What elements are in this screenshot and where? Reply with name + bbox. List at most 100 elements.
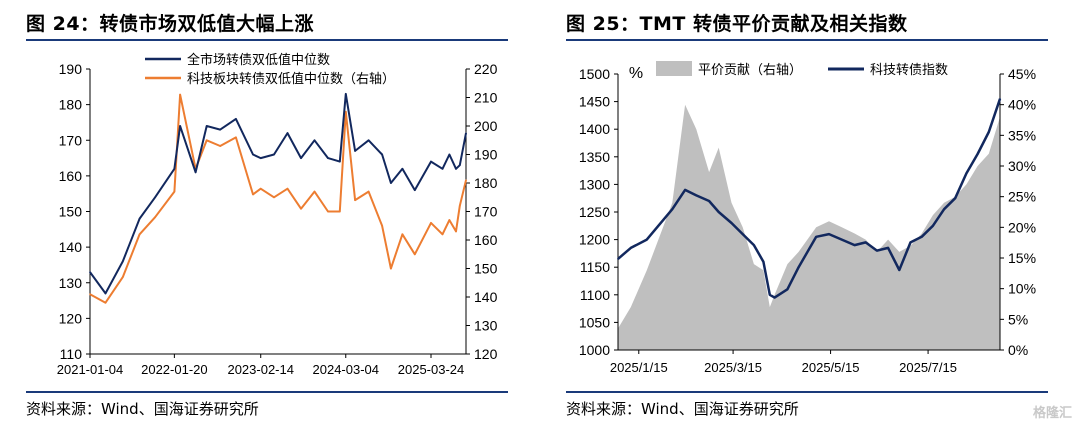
data-point: [219, 128, 222, 131]
data-point: [752, 244, 755, 247]
data-point: [89, 271, 91, 273]
data-point: [121, 260, 124, 263]
data-point: [219, 145, 222, 147]
data-point: [205, 125, 208, 127]
data-point: [815, 235, 818, 238]
x-tick-label: 2025-03-24: [398, 362, 465, 377]
data-point: [943, 208, 945, 211]
figure-25-title: 图 25：TMT 转债平价贡献及相关指数: [566, 13, 908, 35]
data-point: [179, 125, 181, 127]
x-tick-label: 2025/7/15: [899, 360, 957, 375]
legend-label: 科技转债指数: [870, 62, 948, 77]
data-point: [414, 253, 416, 256]
y2-tick-label: 160: [474, 232, 498, 248]
data-point: [465, 132, 467, 134]
y-tick-label: 170: [59, 132, 83, 148]
y2-tick-label: 30%: [1008, 158, 1036, 174]
y-tick-label: 1050: [579, 314, 610, 330]
data-point: [179, 93, 181, 96]
data-point: [458, 164, 461, 166]
y-tick-label: 1500: [579, 66, 610, 82]
y2-tick-label: 35%: [1008, 127, 1036, 143]
data-point: [390, 267, 392, 270]
data-point: [104, 301, 107, 304]
source-note: 资料来源：Wind、国海证券研究所: [566, 400, 799, 418]
data-point: [430, 160, 432, 163]
data-point: [730, 222, 733, 224]
y2-tick-label: 210: [474, 90, 498, 106]
x-tick-label: 2025/3/15: [704, 360, 762, 375]
data-point: [768, 293, 771, 296]
legend-swatch: [656, 61, 692, 76]
data-point: [273, 153, 275, 156]
series-line: [89, 93, 467, 304]
data-point: [786, 288, 789, 291]
data-point: [797, 266, 800, 269]
title-rule: [566, 39, 1048, 41]
y-tick-label: 120: [59, 310, 83, 326]
y2-tick-label: 190: [474, 147, 498, 163]
y2-tick-label: 130: [474, 318, 498, 334]
y-tick-label: 1100: [580, 287, 610, 303]
data-point: [344, 93, 347, 95]
data-point: [430, 222, 432, 224]
y2-tick-label: 25%: [1008, 189, 1036, 205]
data-point: [327, 157, 329, 159]
data-point: [344, 110, 347, 113]
data-point: [629, 246, 632, 249]
data-point: [154, 196, 156, 199]
legend-label: 科技板块转债双低值中位数（右轴）: [187, 71, 395, 86]
data-point: [313, 190, 316, 193]
data-point: [909, 241, 912, 244]
data-point: [617, 258, 619, 260]
data-point: [286, 187, 289, 190]
title-rule: [26, 39, 508, 41]
legend-label: 全市场转债双低值中位数: [187, 52, 330, 67]
y-tick-label: 160: [59, 168, 83, 184]
data-point: [138, 233, 141, 236]
y2-tick-label: 140: [474, 289, 498, 305]
data-point: [828, 233, 830, 235]
data-point: [414, 189, 416, 191]
x-tick-label: 2021-01-04: [57, 362, 124, 377]
data-point: [448, 219, 451, 221]
data-point: [259, 187, 262, 190]
y2-tick-label: 180: [474, 175, 498, 191]
data-point: [327, 210, 329, 213]
legend-label: 平价贡献（右轴）: [698, 62, 802, 77]
y-tick-label: 1450: [579, 94, 610, 110]
data-point: [954, 197, 957, 200]
source-note: 资料来源：Wind、国海证券研究所: [26, 400, 259, 418]
data-point: [987, 131, 990, 133]
x-tick-label: 2023-02-14: [227, 362, 294, 377]
source-rule: [26, 391, 508, 393]
data-point: [235, 118, 237, 120]
data-point: [695, 194, 698, 197]
data-point: [205, 139, 208, 142]
area-line-chart: 1000 1050 1100 1150 1200 1250 1300 1350 1400 1450…: [579, 61, 1036, 375]
data-point: [286, 132, 289, 134]
y-tick-label: 1200: [579, 232, 610, 248]
data-point: [455, 230, 457, 233]
y2-tick-label: 45%: [1008, 66, 1036, 82]
series-line: [89, 92, 467, 295]
x-tick-label: 2025/5/15: [802, 360, 860, 375]
data-point: [401, 233, 404, 236]
data-point: [194, 171, 197, 174]
data-point: [887, 246, 890, 249]
data-point: [313, 139, 316, 142]
y2-tick-label: 150: [474, 261, 498, 277]
data-point: [367, 139, 370, 142]
data-point: [121, 276, 124, 278]
data-point: [864, 241, 867, 244]
data-point: [401, 167, 404, 170]
data-point: [354, 150, 356, 152]
data-point: [338, 210, 341, 213]
data-point: [89, 293, 91, 295]
data-point: [300, 157, 302, 159]
data-point: [381, 224, 383, 227]
data-point: [965, 172, 968, 175]
y-tick-label: 190: [59, 61, 83, 77]
y-tick-label: 1400: [579, 121, 610, 137]
data-point: [717, 211, 720, 213]
